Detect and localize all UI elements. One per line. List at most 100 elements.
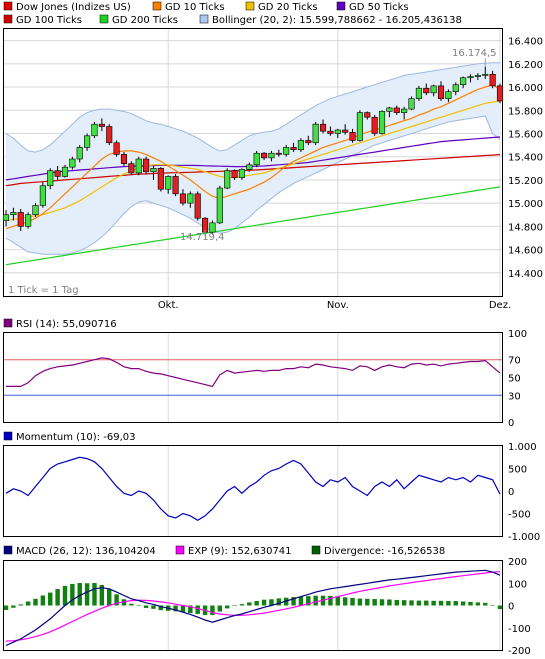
divergence-bar xyxy=(173,605,178,612)
candle-body xyxy=(275,152,282,155)
sma10-line xyxy=(5,84,501,230)
divergence-bar xyxy=(33,598,38,606)
divergence-bar xyxy=(313,595,318,606)
candle-body xyxy=(187,193,194,204)
y-tick-label: 0 xyxy=(508,418,514,429)
divergence-bar xyxy=(143,605,149,608)
y-tick-label: -500 xyxy=(508,510,531,521)
sma200-line xyxy=(5,186,501,266)
candle-body xyxy=(268,152,275,159)
candle-body xyxy=(474,75,481,77)
divergence-bar xyxy=(114,594,119,606)
y-tick-label: 16.000 xyxy=(508,83,543,94)
candle-body xyxy=(238,169,246,178)
candle-body xyxy=(39,185,46,206)
legend-swatch xyxy=(3,318,13,328)
candle-body xyxy=(143,158,150,173)
axis-labels: Okt. Nov. Dez. 14.400 14.600 14.800 15.000 15.2… xyxy=(158,37,543,657)
y-tick-label: 0 xyxy=(508,487,514,498)
candle-body xyxy=(17,212,24,227)
divergence-bar xyxy=(475,602,481,606)
legend-swatch xyxy=(99,14,109,24)
divergence-bar xyxy=(446,601,451,606)
candle-body xyxy=(91,123,98,137)
divergence-bar xyxy=(387,599,392,606)
divergence-bar xyxy=(92,583,97,606)
candle-body xyxy=(54,170,61,177)
divergence-bar xyxy=(70,583,75,606)
legend-label: GD 10 Ticks xyxy=(165,2,225,13)
candle-body xyxy=(467,76,474,79)
candle-body xyxy=(386,107,393,112)
exp-line xyxy=(5,571,501,642)
legend-label: GD 100 Ticks xyxy=(16,15,82,26)
y-tick-label: -100 xyxy=(508,624,531,635)
y-tick-label: 14.600 xyxy=(508,246,543,257)
y-tick-label: 15.400 xyxy=(508,153,543,164)
rsi-line xyxy=(6,357,501,388)
candle-body xyxy=(371,116,378,134)
momentum-line xyxy=(5,456,501,522)
y-tick-label: 1.000 xyxy=(508,442,537,453)
divergence-bar xyxy=(40,595,46,606)
y-tick-label: 30 xyxy=(508,391,521,402)
y-tick-label: 15.000 xyxy=(508,199,543,210)
candle-body xyxy=(172,176,179,195)
divergence-bar xyxy=(77,583,82,606)
divergence-bar xyxy=(394,599,399,606)
candle-body xyxy=(496,85,504,102)
divergence-bar xyxy=(365,598,370,606)
divergence-bar xyxy=(107,588,112,606)
candle-body xyxy=(84,135,91,148)
candle-body xyxy=(423,87,430,94)
divergence-bar xyxy=(48,592,53,606)
candle-body xyxy=(356,112,363,141)
candle-body xyxy=(253,152,260,166)
y-tick-label: 15.200 xyxy=(508,176,543,187)
candle-body xyxy=(231,170,238,178)
divergence-bar xyxy=(3,605,9,610)
sma100-line xyxy=(5,154,501,187)
divergence-bar xyxy=(224,605,230,609)
legend-label: MACD (26, 12): 136,104204 xyxy=(16,546,156,557)
y-tick-label: 70 xyxy=(508,356,521,367)
y-tick-label: -200 xyxy=(508,646,531,657)
divergence-bar xyxy=(424,600,429,606)
divergence-bar xyxy=(180,605,186,613)
candle-body xyxy=(194,193,201,219)
candle-body xyxy=(25,214,32,227)
candle-body xyxy=(209,222,216,233)
candle-body xyxy=(216,187,223,224)
divergence-bar xyxy=(239,604,245,606)
candle-body xyxy=(157,168,164,190)
divergence-bar xyxy=(306,596,311,606)
candle-body xyxy=(393,107,400,113)
divergence-bar xyxy=(468,601,473,606)
divergence-bar xyxy=(18,604,23,606)
candle-body xyxy=(128,163,135,174)
divergence-bar xyxy=(416,600,422,606)
x-tick-label: Nov. xyxy=(327,300,349,311)
divergence-bar xyxy=(497,605,503,610)
divergence-bar xyxy=(409,600,414,606)
candle-body xyxy=(165,176,172,190)
candle-body xyxy=(445,91,452,99)
candle-body xyxy=(319,123,327,132)
y-tick-label: 16.400 xyxy=(508,37,543,48)
legend-swatch xyxy=(3,545,13,555)
legend-label: Dow Jones (Indizes US) xyxy=(16,2,131,13)
y-tick-label: 200 xyxy=(508,557,527,568)
bollinger-band xyxy=(6,62,500,255)
divergence-bar xyxy=(210,605,215,616)
candle-body xyxy=(113,142,120,155)
divergence-bar xyxy=(342,597,348,606)
divergence-bar xyxy=(350,597,355,606)
divergence-bar xyxy=(136,605,141,606)
legend-swatch xyxy=(245,1,255,11)
divergence-bar xyxy=(438,600,444,606)
candle-body xyxy=(342,129,349,133)
candle-body xyxy=(260,152,268,159)
divergence-bar xyxy=(483,602,488,606)
candle-body xyxy=(378,111,386,134)
